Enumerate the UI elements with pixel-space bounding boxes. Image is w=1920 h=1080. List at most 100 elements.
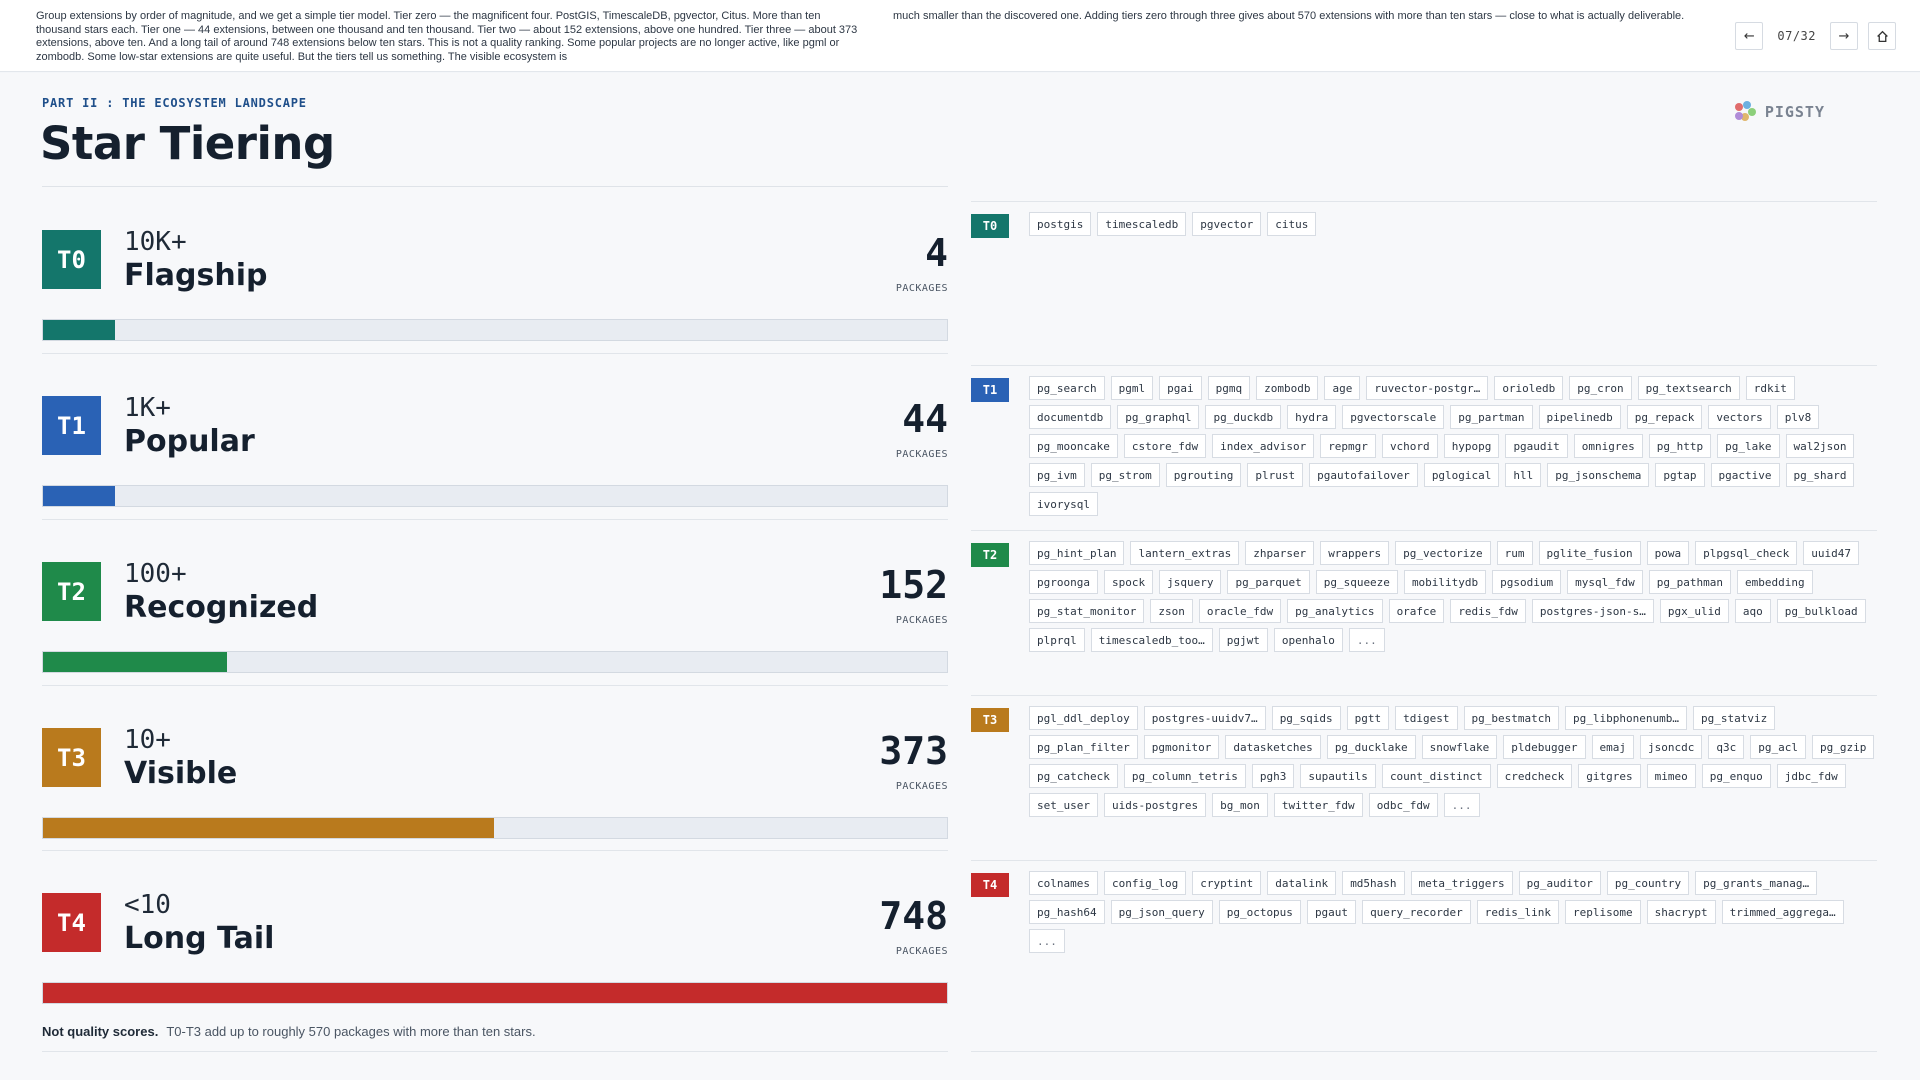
- extension-tag[interactable]: pgaudit: [1505, 434, 1568, 458]
- extension-tag[interactable]: powa: [1646, 541, 1690, 565]
- extension-tag[interactable]: pgvector: [1192, 212, 1262, 236]
- extension-tag[interactable]: repmgr: [1320, 434, 1376, 458]
- extension-tag[interactable]: citus: [1267, 212, 1317, 236]
- extension-tag[interactable]: cryptint: [1192, 871, 1262, 895]
- extension-tag[interactable]: rum: [1496, 541, 1533, 565]
- extension-tag[interactable]: pg_hint_plan: [1029, 541, 1125, 565]
- extension-tag[interactable]: plv8: [1776, 405, 1820, 429]
- more-tags-button[interactable]: ...: [1443, 793, 1480, 817]
- extension-tag[interactable]: postgis: [1029, 212, 1092, 236]
- extension-tag[interactable]: aqo: [1734, 599, 1771, 623]
- extension-tag[interactable]: pg_libphonenumb…: [1565, 706, 1687, 730]
- extension-tag[interactable]: pgtt: [1346, 706, 1390, 730]
- extension-tag[interactable]: colnames: [1029, 871, 1098, 895]
- extension-tag[interactable]: vectors: [1708, 405, 1771, 429]
- extension-tag[interactable]: orafce: [1388, 599, 1445, 623]
- extension-tag[interactable]: pgh3: [1251, 764, 1295, 788]
- extension-tag[interactable]: pg_ivm: [1029, 463, 1085, 487]
- extension-tag[interactable]: bg_mon: [1212, 793, 1268, 817]
- extension-tag[interactable]: uuid47: [1803, 541, 1859, 565]
- extension-tag[interactable]: pgl_ddl_deploy: [1029, 706, 1138, 730]
- extension-tag[interactable]: redis_link: [1476, 900, 1560, 924]
- extension-tag[interactable]: pg_search: [1029, 376, 1105, 400]
- extension-tag[interactable]: pgautofailover: [1309, 463, 1418, 487]
- extension-tag[interactable]: postgres-json-s…: [1531, 599, 1654, 623]
- extension-tag[interactable]: pg_textsearch: [1637, 376, 1740, 400]
- extension-tag[interactable]: mimeo: [1646, 764, 1696, 788]
- extension-tag[interactable]: openhalo: [1273, 628, 1343, 652]
- extension-tag[interactable]: mysql_fdw: [1567, 570, 1643, 594]
- extension-tag[interactable]: plpgsql_check: [1695, 541, 1798, 565]
- extension-tag[interactable]: pg_duckdb: [1205, 405, 1282, 429]
- extension-tag[interactable]: pglogical: [1423, 463, 1500, 487]
- extension-tag[interactable]: pg_gzip: [1812, 735, 1875, 759]
- extension-tag[interactable]: snowflake: [1421, 735, 1498, 759]
- extension-tag[interactable]: pg_statviz: [1692, 706, 1776, 730]
- extension-tag[interactable]: embedding: [1737, 570, 1813, 594]
- extension-tag[interactable]: uids-postgres: [1103, 793, 1207, 817]
- extension-tag[interactable]: pg_grants_manag…: [1695, 871, 1818, 895]
- extension-tag[interactable]: pg_country: [1606, 871, 1690, 895]
- extension-tag[interactable]: lantern_extras: [1130, 541, 1240, 565]
- extension-tag[interactable]: meta_triggers: [1410, 871, 1513, 895]
- extension-tag[interactable]: hydra: [1287, 405, 1337, 429]
- extension-tag[interactable]: pgml: [1110, 376, 1154, 400]
- extension-tag[interactable]: pg_stat_monitor: [1029, 599, 1145, 623]
- extension-tag[interactable]: pgx_ulid: [1659, 599, 1729, 623]
- extension-tag[interactable]: redis_fdw: [1450, 599, 1526, 623]
- extension-tag[interactable]: oracle_fdw: [1198, 599, 1282, 623]
- extension-tag[interactable]: pgjwt: [1218, 628, 1268, 652]
- extension-tag[interactable]: pgactive: [1710, 463, 1780, 487]
- extension-tag[interactable]: set_user: [1029, 793, 1098, 817]
- extension-tag[interactable]: pg_strom: [1090, 463, 1160, 487]
- extension-tag[interactable]: pg_enquo: [1701, 764, 1771, 788]
- extension-tag[interactable]: gitgres: [1578, 764, 1641, 788]
- extension-tag[interactable]: jsquery: [1159, 570, 1222, 594]
- extension-tag[interactable]: postgres-uuidv7…: [1143, 706, 1266, 730]
- extension-tag[interactable]: pgai: [1159, 376, 1202, 400]
- extension-tag[interactable]: pipelinedb: [1538, 405, 1621, 429]
- extension-tag[interactable]: pglite_fusion: [1538, 541, 1641, 565]
- extension-tag[interactable]: twitter_fdw: [1273, 793, 1363, 817]
- extension-tag[interactable]: pg_auditor: [1518, 871, 1601, 895]
- extension-tag[interactable]: pgmonitor: [1143, 735, 1220, 759]
- extension-tag[interactable]: pg_lake: [1717, 434, 1780, 458]
- extension-tag[interactable]: replisome: [1565, 900, 1641, 924]
- extension-tag[interactable]: zombodb: [1256, 376, 1319, 400]
- extension-tag[interactable]: pg_catcheck: [1029, 764, 1118, 788]
- extension-tag[interactable]: pg_mooncake: [1029, 434, 1118, 458]
- extension-tag[interactable]: pg_graphql: [1117, 405, 1200, 429]
- extension-tag[interactable]: pg_ducklake: [1326, 735, 1416, 759]
- extension-tag[interactable]: jdbc_fdw: [1776, 764, 1846, 788]
- extension-tag[interactable]: mobilitydb: [1403, 570, 1487, 594]
- extension-tag[interactable]: pg_plan_filter: [1029, 735, 1138, 759]
- extension-tag[interactable]: pgaut: [1306, 900, 1357, 924]
- extension-tag[interactable]: pg_pathman: [1648, 570, 1731, 594]
- extension-tag[interactable]: config_log: [1103, 871, 1187, 895]
- extension-tag[interactable]: pg_http: [1648, 434, 1712, 458]
- extension-tag[interactable]: pg_analytics: [1287, 599, 1383, 623]
- extension-tag[interactable]: pgsodium: [1492, 570, 1562, 594]
- extension-tag[interactable]: omnigres: [1573, 434, 1643, 458]
- extension-tag[interactable]: pldebugger: [1503, 735, 1586, 759]
- extension-tag[interactable]: pg_vectorize: [1395, 541, 1491, 565]
- extension-tag[interactable]: tdigest: [1395, 706, 1458, 730]
- extension-tag[interactable]: timescaledb_too…: [1090, 628, 1213, 652]
- home-icon[interactable]: [1868, 22, 1896, 50]
- extension-tag[interactable]: orioledb: [1494, 376, 1564, 400]
- extension-tag[interactable]: pg_shard: [1785, 463, 1855, 487]
- more-tags-button[interactable]: ...: [1348, 628, 1385, 652]
- extension-tag[interactable]: pgvectorscale: [1342, 405, 1445, 429]
- extension-tag[interactable]: md5hash: [1342, 871, 1405, 895]
- extension-tag[interactable]: pg_cron: [1569, 376, 1632, 400]
- extension-tag[interactable]: rdkit: [1745, 376, 1795, 400]
- extension-tag[interactable]: pg_repack: [1626, 405, 1703, 429]
- extension-tag[interactable]: pg_parquet: [1227, 570, 1310, 594]
- extension-tag[interactable]: count_distinct: [1381, 764, 1491, 788]
- extension-tag[interactable]: credcheck: [1496, 764, 1573, 788]
- extension-tag[interactable]: timescaledb: [1097, 212, 1187, 236]
- extension-tag[interactable]: pgroonga: [1029, 570, 1098, 594]
- extension-tag[interactable]: index_advisor: [1212, 434, 1315, 458]
- extension-tag[interactable]: vchord: [1381, 434, 1438, 458]
- extension-tag[interactable]: trimmed_aggrega…: [1721, 900, 1844, 924]
